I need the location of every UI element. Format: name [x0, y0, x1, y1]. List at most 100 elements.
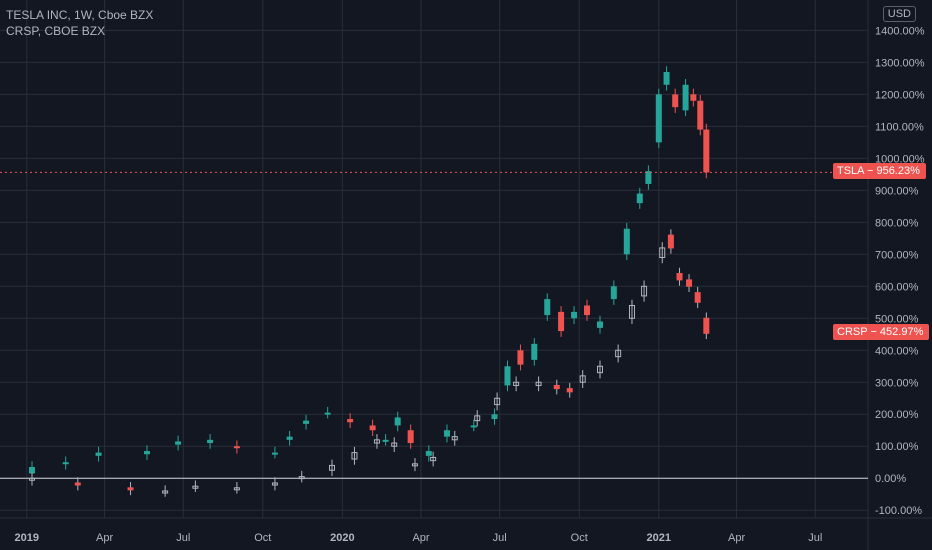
x-tick-label: Apr — [728, 532, 745, 544]
currency-button[interactable]: USD — [882, 6, 916, 22]
candle-body — [596, 321, 603, 328]
candle-body — [623, 228, 630, 255]
y-tick-label: 0.00% — [875, 473, 906, 485]
candle-body — [531, 343, 538, 360]
x-tick-label: Apr — [412, 532, 429, 544]
candle-body — [407, 430, 414, 444]
y-tick-label: 400.00% — [875, 345, 919, 357]
candle-body — [324, 412, 331, 415]
y-tick-label: 900.00% — [875, 185, 919, 197]
candle-body — [553, 384, 560, 390]
x-tick-label: Jul — [808, 532, 822, 544]
candle-body — [636, 193, 643, 204]
candle-body — [641, 285, 648, 297]
y-tick-label: 1000.00% — [875, 153, 925, 165]
candle-body — [95, 452, 102, 456]
y-tick-label: 1400.00% — [875, 25, 925, 37]
candle-body — [443, 430, 450, 437]
candle-body — [192, 485, 199, 489]
candle-body — [411, 463, 418, 467]
y-tick-label: 1200.00% — [875, 89, 925, 101]
crsp-tag-separator: − — [870, 326, 880, 339]
candle-body — [474, 415, 481, 422]
candle-body — [667, 234, 674, 249]
x-tick-label: 2021 — [647, 532, 671, 544]
candle-body — [645, 171, 652, 184]
candle-body — [610, 286, 617, 300]
candle-body — [672, 94, 679, 108]
candle-body — [233, 487, 240, 491]
candle-body — [143, 451, 150, 455]
candle-body — [425, 451, 432, 456]
candle-body — [694, 292, 701, 303]
x-tick-label: Oct — [254, 532, 271, 544]
x-tick-label: 2019 — [15, 532, 39, 544]
candle-body — [28, 467, 35, 474]
candle-body — [394, 417, 401, 426]
candle-body — [470, 425, 477, 428]
crsp-price-tag: CRSP − 452.97% — [833, 324, 930, 341]
candle-body — [286, 436, 293, 440]
candle-body — [271, 482, 278, 486]
y-tick-label: 100.00% — [875, 441, 919, 453]
candle-body — [162, 490, 169, 494]
series-crsp — [28, 229, 710, 497]
legend-compare-symbol[interactable]: CRSP, CBOE BZX — [6, 24, 106, 38]
y-tick-label: 200.00% — [875, 409, 919, 421]
candle-body — [504, 366, 511, 386]
tsla-tag-separator: − — [866, 165, 877, 178]
candle-body — [663, 71, 670, 85]
y-tick-label: 800.00% — [875, 217, 919, 229]
candle-body — [682, 84, 689, 111]
y-tick-label: 1300.00% — [875, 57, 925, 69]
candle-body — [127, 487, 134, 491]
candle-body — [271, 452, 278, 455]
candle-body — [328, 464, 335, 471]
candle-body — [544, 299, 551, 316]
candle-body — [373, 439, 380, 444]
candle-body — [655, 94, 662, 143]
candle-body — [558, 311, 565, 332]
x-tick-label: Jul — [176, 532, 190, 544]
candle-body — [596, 365, 603, 374]
candle-body — [430, 456, 437, 462]
candle-body — [369, 425, 376, 431]
candle-body — [382, 439, 389, 442]
candle-body — [703, 129, 710, 173]
y-axis[interactable]: -100.00% 0.00% 100.00% 200.00% 300.00% 400.00… — [875, 25, 925, 517]
candle-body — [659, 247, 666, 259]
candle-body — [517, 350, 524, 365]
candle-body — [628, 304, 635, 319]
candle-body — [74, 482, 81, 486]
tsla-price-tag: TSLA − 956.23% — [833, 163, 926, 180]
candle-body — [351, 452, 358, 460]
tsla-tag-symbol: TSLA — [837, 165, 864, 178]
candle-body — [571, 311, 578, 319]
candle-body — [566, 388, 573, 393]
candle-body — [584, 305, 591, 316]
candle-body — [233, 446, 240, 449]
candle-body — [494, 397, 501, 406]
candle-body — [303, 420, 310, 424]
x-axis[interactable]: 2019 Apr Jul Oct 2020 Apr Jul Oct 2021 Apr Jul — [15, 532, 823, 544]
candle-body — [491, 414, 498, 420]
legend-main-symbol[interactable]: TESLA INC, 1W, Cboe BZX — [6, 8, 154, 22]
y-tick-label: -100.00% — [875, 505, 922, 517]
candle-body — [686, 279, 693, 287]
candle-body — [175, 441, 182, 445]
x-tick-label: 2020 — [330, 532, 354, 544]
chart-legend: TESLA INC, 1W, Cboe BZX CRSP, CBOE BZX — [6, 7, 153, 39]
candle-body — [697, 100, 704, 130]
crsp-tag-symbol: CRSP — [837, 326, 868, 339]
candle-body — [347, 419, 354, 423]
candle-body — [451, 436, 458, 441]
candle-body — [579, 375, 586, 383]
candle-body — [703, 317, 710, 334]
y-tick-label: 500.00% — [875, 313, 919, 325]
candle-body — [513, 381, 520, 386]
candle-body — [298, 476, 305, 480]
y-tick-label: 1100.00% — [875, 121, 924, 133]
x-tick-label: Apr — [96, 532, 113, 544]
